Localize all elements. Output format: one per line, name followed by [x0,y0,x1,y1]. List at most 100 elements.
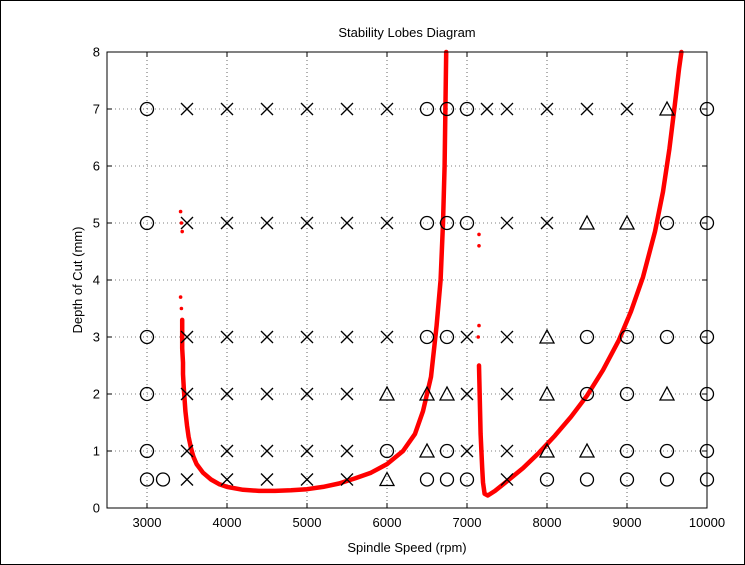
unstable-cross-marker [580,102,594,116]
marginal-triangle-marker [578,214,596,230]
y-tick-label: 1 [93,444,100,459]
x-tick-label: 7000 [453,515,482,530]
unstable-cross-marker [340,444,354,458]
y-tick-label: 5 [93,216,100,231]
marginal-triangle-marker [538,328,556,344]
test-point-markers [139,100,715,487]
stable-circle-marker [439,215,455,231]
stable-circle-marker [419,101,435,117]
stability-lobes [178,49,684,498]
stable-circle-marker [139,215,155,231]
chart-title: Stability Lobes Diagram [338,25,475,40]
unstable-cross-marker [300,473,314,486]
marginal-triangle-marker [538,385,556,401]
stable-circle-marker [439,443,455,459]
x-axis-label: Spindle Speed (rpm) [347,540,466,555]
stable-circle-marker [139,101,155,117]
unstable-cross-marker [300,216,314,230]
unstable-cross-marker [340,330,354,344]
stable-circle-marker [459,215,475,231]
unstable-cross-marker [300,330,314,344]
unstable-cross-marker [340,216,354,230]
stable-circle-marker [619,472,635,487]
stable-circle-marker [659,329,675,345]
y-tick-label: 8 [93,45,100,60]
unstable-cross-marker [180,216,194,230]
unstable-cross-marker [180,444,194,458]
unstable-cross-marker [460,330,474,344]
stable-circle-marker [619,329,635,345]
stable-circle-marker [379,443,395,459]
unstable-cross-marker [500,473,514,486]
unstable-cross-marker [180,330,194,344]
x-axis-ticks: 3000 4000 5000 6000 7000 8000 9000 10000 [133,52,725,530]
unstable-cross-marker [500,330,514,344]
y-tick-label: 2 [93,387,100,402]
unstable-cross-marker [340,473,354,486]
lobe-1-point [178,209,183,214]
unstable-cross-marker [220,102,234,116]
stable-circle-marker [659,215,675,231]
stable-circle-marker [439,329,455,345]
stable-circle-marker [579,329,595,345]
unstable-cross-marker [500,387,514,401]
stable-circle-marker [439,472,455,487]
stable-circle-marker [579,472,595,487]
unstable-cross-marker [500,102,514,116]
x-tick-label: 10000 [689,515,725,530]
unstable-cross-marker [300,102,314,116]
x-tick-label: 9000 [613,515,642,530]
stable-circle-marker [139,386,155,402]
marginal-triangle-marker [438,385,456,401]
unstable-cross-marker [300,444,314,458]
marginal-triangle-marker [378,385,396,401]
unstable-cross-marker [220,387,234,401]
stable-circle-marker [459,472,475,487]
stable-circle-marker [619,386,635,402]
unstable-cross-marker [260,387,274,401]
unstable-cross-marker [460,387,474,401]
unstable-cross-marker [260,330,274,344]
lobe-1-point [178,295,183,299]
stable-circle-marker [439,101,455,117]
stable-circle-marker [659,472,675,487]
x-tick-label: 4000 [213,515,242,530]
unstable-cross-marker [500,444,514,458]
stable-circle-marker [155,472,171,487]
stable-circle-marker [139,472,155,487]
unstable-cross-marker [220,216,234,230]
lobe-2-point [477,232,481,237]
unstable-cross-marker [260,473,274,486]
marginal-triangle-marker [538,442,556,458]
unstable-cross-marker [380,216,394,230]
unstable-cross-marker [260,216,274,230]
unstable-cross-marker [380,330,394,344]
stable-circle-marker [419,215,435,231]
stable-circle-marker [539,472,555,487]
marginal-triangle-marker [378,471,396,487]
unstable-cross-marker [220,330,234,344]
stable-circle-marker [659,443,675,459]
unstable-cross-marker [460,444,474,458]
marginal-triangle-marker [658,100,676,116]
marginal-triangle-marker [578,442,596,458]
lobe-2-point [477,244,481,248]
unstable-cross-marker [260,102,274,116]
lobe-2-point [476,335,481,339]
y-tick-label: 7 [93,102,100,117]
marginal-triangle-marker [618,214,636,230]
lobe-2-curve [476,49,684,498]
stable-circle-marker [459,101,475,117]
marginal-triangle-marker [418,385,436,401]
unstable-cross-marker [220,473,234,486]
x-tick-label: 6000 [373,515,402,530]
unstable-cross-marker [380,102,394,116]
unstable-cross-marker [300,387,314,401]
y-tick-label: 4 [93,273,100,288]
unstable-cross-marker [220,444,234,458]
marginal-triangle-marker [418,442,436,458]
stable-circle-marker [139,443,155,459]
unstable-cross-marker [540,216,554,230]
y-tick-label: 0 [93,501,100,516]
